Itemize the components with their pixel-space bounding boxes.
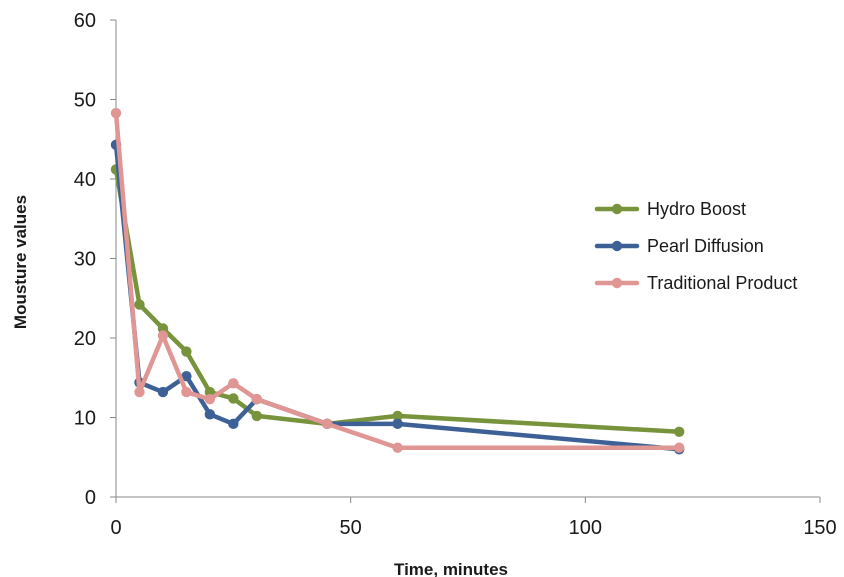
data-point [228, 418, 239, 430]
data-point [181, 386, 192, 398]
data-point [392, 442, 403, 453]
data-point [157, 330, 169, 341]
data-point [110, 107, 122, 119]
series-line [113, 110, 682, 450]
x-tick-label: 150 [803, 517, 836, 539]
x-tick-label: 100 [569, 517, 602, 539]
series-line [113, 142, 682, 452]
legend: Hydro Boost Pearl Diffusion Traditional Pr… [594, 199, 797, 293]
data-point [157, 323, 169, 334]
y-tick-label: 30 [74, 249, 96, 271]
legend-label: Pearl Diffusion [647, 236, 764, 256]
data-point [674, 442, 685, 453]
series-line [113, 167, 682, 435]
y-tick-labels: 0 10 20 30 40 50 60 [74, 10, 96, 509]
y-axis-title: Mousture values [11, 195, 30, 329]
data-point [322, 418, 333, 430]
data-point [228, 393, 239, 404]
data-point [228, 378, 239, 389]
legend-label: Hydro Boost [647, 199, 746, 219]
data-point [204, 409, 216, 420]
data-point [204, 394, 216, 405]
y-tick-label: 40 [74, 169, 96, 191]
x-tick-label: 0 [110, 517, 121, 539]
series-lines [110, 107, 685, 455]
x-tick-label: 50 [340, 517, 362, 539]
data-point [181, 370, 192, 382]
y-tick-label: 60 [74, 10, 96, 32]
data-point [392, 410, 403, 422]
series-pearl-diffusion [110, 139, 685, 455]
data-point [251, 394, 262, 405]
data-point [204, 386, 216, 398]
data-point [181, 346, 192, 357]
legend-label: Traditional Product [647, 273, 797, 293]
legend-swatch-marker [611, 277, 623, 289]
data-point [157, 386, 169, 398]
legend-item: Pearl Diffusion [594, 236, 764, 256]
legend-swatch-marker [611, 240, 623, 252]
x-tick-labels: 0 50 100 150 [110, 517, 836, 539]
data-point [674, 426, 685, 438]
data-point [251, 410, 262, 422]
y-tick-label: 0 [85, 487, 96, 509]
y-tick-label: 50 [74, 90, 96, 112]
data-point [392, 418, 403, 430]
y-tick-label: 20 [74, 328, 96, 350]
data-point [134, 299, 145, 310]
legend-swatch-marker [611, 203, 623, 215]
x-axis-title: Time, minutes [394, 560, 508, 577]
legend-item: Traditional Product [594, 273, 797, 293]
series-traditional-product [110, 107, 685, 453]
axes [110, 19, 821, 503]
y-tick-label: 10 [74, 408, 96, 430]
legend-item: Hydro Boost [594, 199, 746, 219]
data-point [134, 386, 145, 398]
series-hydro-boost [110, 164, 685, 438]
